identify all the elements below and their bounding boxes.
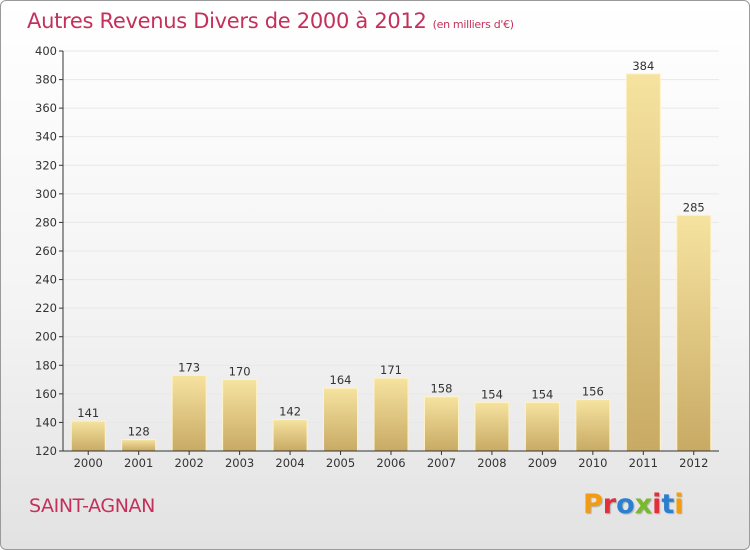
logo-letter: x bbox=[634, 489, 653, 520]
bar-2004 bbox=[272, 419, 308, 452]
data-label-2012: 285 bbox=[683, 200, 705, 214]
data-label-2005: 164 bbox=[330, 373, 352, 387]
x-tick-label-2000: 2000 bbox=[74, 456, 103, 470]
bar-2007 bbox=[423, 396, 459, 452]
y-tick-label: 160 bbox=[35, 387, 57, 401]
bar-2001 bbox=[121, 439, 157, 452]
chart-title: Autres Revenus Divers de 2000 à 2012 (en … bbox=[27, 9, 514, 33]
x-tick-label-2006: 2006 bbox=[376, 456, 405, 470]
data-label-2008: 154 bbox=[481, 387, 503, 401]
bar-2009 bbox=[524, 401, 560, 452]
logo-letter: r bbox=[602, 489, 617, 520]
y-tick-label: 240 bbox=[35, 273, 57, 287]
y-tick-label: 380 bbox=[35, 73, 57, 87]
bar-2011 bbox=[625, 73, 661, 452]
y-tick-label: 300 bbox=[35, 187, 57, 201]
data-label-2006: 171 bbox=[380, 363, 402, 377]
y-tick-label: 360 bbox=[35, 101, 57, 115]
x-tick-label-2002: 2002 bbox=[175, 456, 204, 470]
bars bbox=[70, 73, 712, 452]
bar-2003 bbox=[222, 379, 258, 452]
logo-letter: i bbox=[652, 489, 662, 520]
logo-letter: t bbox=[661, 489, 675, 520]
x-tick-label-2008: 2008 bbox=[477, 456, 506, 470]
bar-2012 bbox=[676, 214, 712, 452]
x-tick-label-2003: 2003 bbox=[225, 456, 254, 470]
data-label-2001: 128 bbox=[128, 425, 150, 439]
y-tick-label: 120 bbox=[35, 444, 57, 458]
x-tick-label-2012: 2012 bbox=[679, 456, 708, 470]
data-labels: 141 128 173 170 142 164 171 158 154 154 156 384 285 bbox=[77, 59, 704, 439]
y-tick-label: 200 bbox=[35, 330, 57, 344]
data-label-2011: 384 bbox=[632, 59, 654, 73]
x-tick-label-2011: 2011 bbox=[629, 456, 658, 470]
bar-2005 bbox=[323, 387, 359, 452]
bar-2006 bbox=[373, 377, 409, 452]
y-tick-label: 340 bbox=[35, 130, 57, 144]
data-label-2003: 170 bbox=[229, 365, 251, 379]
y-tick-label: 140 bbox=[35, 415, 57, 429]
y-tick-label: 400 bbox=[35, 44, 57, 58]
y-tick-label: 280 bbox=[35, 215, 57, 229]
y-tick-label: 320 bbox=[35, 158, 57, 172]
data-label-2010: 156 bbox=[582, 385, 604, 399]
bar-2010 bbox=[575, 399, 611, 452]
data-label-2009: 154 bbox=[531, 387, 553, 401]
x-tick-label-2009: 2009 bbox=[528, 456, 557, 470]
x-tick-label-2001: 2001 bbox=[124, 456, 153, 470]
chart-title-text: Autres Revenus Divers de 2000 à 2012 bbox=[27, 9, 427, 33]
chart-subtitle: (en milliers d'€) bbox=[432, 18, 514, 31]
bar-chart: 120 140 160 180 200 220 240 260 280 300 320 340 360 3… bbox=[35, 44, 719, 470]
x-tick-label-2004: 2004 bbox=[275, 456, 304, 470]
commune-name: SAINT-AGNAN bbox=[29, 495, 155, 517]
data-label-2000: 141 bbox=[77, 406, 99, 420]
x-tick-label-2005: 2005 bbox=[326, 456, 355, 470]
logo-letter: P bbox=[583, 489, 603, 520]
data-label-2002: 173 bbox=[178, 360, 200, 374]
bar-2008 bbox=[474, 401, 510, 452]
y-tick-label: 220 bbox=[35, 301, 57, 315]
axes: 120 140 160 180 200 220 240 260 280 300 320 340 360 3… bbox=[35, 44, 719, 470]
x-tick-label-2007: 2007 bbox=[427, 456, 456, 470]
data-label-2004: 142 bbox=[279, 405, 301, 419]
logo-letter: o bbox=[616, 489, 635, 520]
bar-2000 bbox=[70, 420, 106, 452]
x-tick-label-2010: 2010 bbox=[578, 456, 607, 470]
logo-letter: i bbox=[674, 489, 684, 520]
y-tick-label: 260 bbox=[35, 244, 57, 258]
data-label-2007: 158 bbox=[430, 382, 452, 396]
bar-2002 bbox=[171, 374, 207, 452]
y-tick-label: 180 bbox=[35, 358, 57, 372]
proxiti-logo[interactable]: Proxiti bbox=[583, 489, 684, 520]
